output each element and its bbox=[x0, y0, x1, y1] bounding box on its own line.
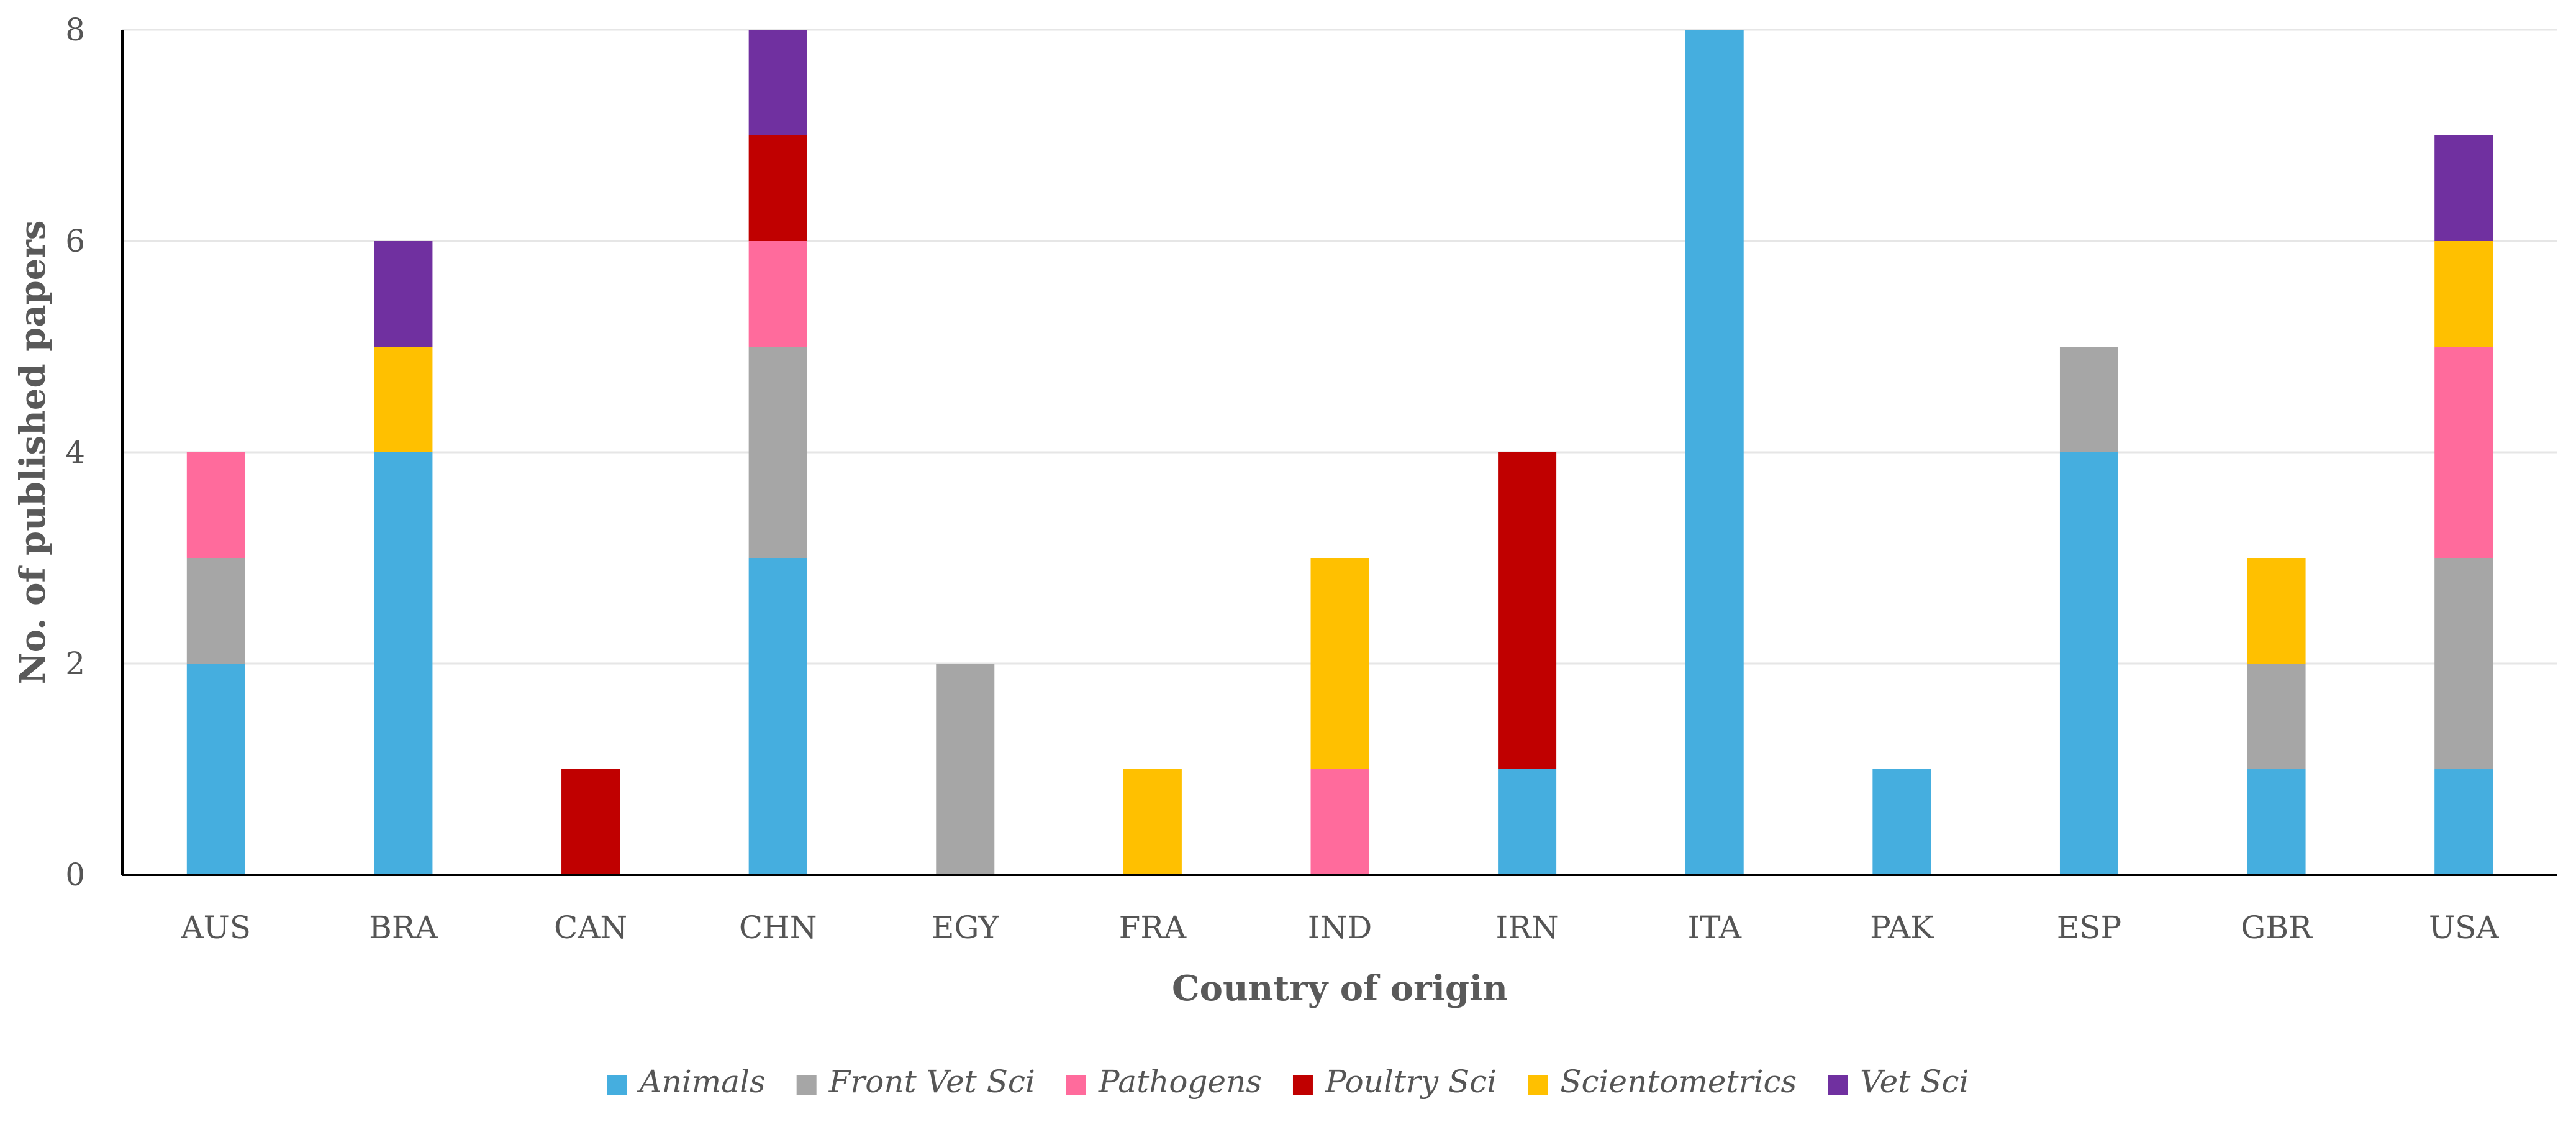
bar-gbr-animals bbox=[2247, 769, 2306, 875]
bar-stack-gbr bbox=[2247, 558, 2306, 875]
legend-item: Vet Sci bbox=[1828, 1064, 1969, 1100]
bar-chn-front-vet-sci bbox=[748, 347, 807, 558]
bar-stack-pak bbox=[1872, 769, 1931, 875]
bar-esp-front-vet-sci bbox=[2059, 347, 2118, 452]
bar-stack-bra bbox=[374, 241, 433, 875]
y-tick-label: 4 bbox=[65, 434, 85, 470]
bar-stack-chn bbox=[748, 30, 807, 875]
bar-stack-irn bbox=[1498, 452, 1557, 875]
legend-label: Front Vet Sci bbox=[828, 1064, 1035, 1100]
x-tick-label-bra: BRA bbox=[369, 910, 438, 946]
x-tick-label-gbr: GBR bbox=[2241, 910, 2313, 946]
bar-pak-animals bbox=[1872, 769, 1931, 875]
x-tick-label-egy: EGY bbox=[932, 910, 1000, 946]
bar-stack-fra bbox=[1123, 769, 1182, 875]
bar-chn-pathogens bbox=[748, 241, 807, 347]
bar-bra-scientometrics bbox=[374, 347, 433, 452]
y-tick-label: 8 bbox=[65, 12, 85, 48]
x-tick-label-ita: ITA bbox=[1687, 910, 1741, 946]
x-tick-label-usa: USA bbox=[2429, 910, 2499, 946]
x-tick-label-chn: CHN bbox=[739, 910, 817, 946]
bar-aus-front-vet-sci bbox=[186, 558, 245, 664]
bar-stack-usa bbox=[2434, 135, 2493, 875]
y-tick-label: 6 bbox=[65, 223, 85, 259]
bar-usa-animals bbox=[2434, 769, 2493, 875]
bar-chn-poultry-sci bbox=[748, 135, 807, 241]
bar-ita-animals bbox=[1685, 30, 1744, 875]
bar-stack-ita bbox=[1685, 30, 1744, 875]
legend-swatch bbox=[796, 1075, 817, 1095]
bar-bra-vet-sci bbox=[374, 241, 433, 347]
x-tick-label-esp: ESP bbox=[2057, 910, 2121, 946]
bar-usa-scientometrics bbox=[2434, 241, 2493, 347]
legend-swatch bbox=[1066, 1075, 1086, 1095]
bar-aus-animals bbox=[186, 664, 245, 875]
bar-ind-pathogens bbox=[1310, 769, 1369, 875]
x-axis-title: Country of origin bbox=[1172, 968, 1508, 1009]
bar-stack-can bbox=[561, 769, 620, 875]
bar-stack-egy bbox=[936, 664, 995, 875]
legend-swatch bbox=[1292, 1075, 1313, 1095]
bar-egy-front-vet-sci bbox=[936, 664, 995, 875]
x-tick-label-pak: PAK bbox=[1870, 910, 1934, 946]
y-axis-title: No. of published papers bbox=[12, 221, 53, 685]
bar-esp-animals bbox=[2059, 452, 2118, 875]
legend-item: Animals bbox=[607, 1064, 766, 1100]
bar-bra-animals bbox=[374, 452, 433, 875]
bar-usa-front-vet-sci bbox=[2434, 558, 2493, 769]
bar-stack-ind bbox=[1310, 558, 1369, 875]
bar-irn-animals bbox=[1498, 769, 1557, 875]
y-tick-labels: 0 2 4 6 8 bbox=[65, 12, 85, 893]
bar-usa-pathogens bbox=[2434, 347, 2493, 558]
bar-gbr-scientometrics bbox=[2247, 558, 2306, 664]
legend-item: Front Vet Sci bbox=[796, 1064, 1035, 1100]
legend-item: Pathogens bbox=[1066, 1064, 1262, 1100]
bar-stack-esp bbox=[2059, 347, 2118, 875]
legend-item: Poultry Sci bbox=[1292, 1064, 1497, 1100]
legend-swatch bbox=[1828, 1075, 1848, 1095]
x-tick-label-irn: IRN bbox=[1496, 910, 1559, 946]
bar-ind-scientometrics bbox=[1310, 558, 1369, 769]
x-tick-label-aus: AUS bbox=[181, 910, 252, 946]
bar-fra-scientometrics bbox=[1123, 769, 1182, 875]
bar-chn-vet-sci bbox=[748, 30, 807, 135]
x-tick-label-can: CAN bbox=[554, 910, 627, 946]
legend-label: Scientometrics bbox=[1560, 1064, 1797, 1100]
bar-usa-vet-sci bbox=[2434, 135, 2493, 241]
bar-aus-pathogens bbox=[186, 452, 245, 558]
legend-label: Animals bbox=[637, 1064, 765, 1100]
legend-swatch bbox=[1528, 1075, 1548, 1095]
x-tick-label-fra: FRA bbox=[1119, 910, 1187, 946]
bar-chn-animals bbox=[748, 558, 807, 875]
legend-label: Pathogens bbox=[1098, 1064, 1262, 1100]
y-tick-label: 0 bbox=[65, 857, 85, 893]
bar-gbr-front-vet-sci bbox=[2247, 664, 2306, 769]
bars bbox=[186, 30, 2493, 875]
bar-stack-aus bbox=[186, 452, 245, 875]
y-tick-label: 2 bbox=[65, 646, 85, 682]
legend-swatch bbox=[607, 1075, 627, 1095]
axes bbox=[121, 30, 2557, 876]
bar-can-poultry-sci bbox=[561, 769, 620, 875]
bar-irn-poultry-sci bbox=[1498, 452, 1557, 769]
legend-item: Scientometrics bbox=[1528, 1064, 1797, 1100]
x-tick-label-ind: IND bbox=[1308, 910, 1372, 946]
legend-label: Vet Sci bbox=[1860, 1064, 1969, 1100]
legend: Animals Front Vet Sci Pathogens Poultry Sci… bbox=[607, 1064, 1969, 1100]
x-tick-labels: AUS BRA CAN CHN EGY FRA IND IRN ITA PAK ESP GBR USA bbox=[181, 910, 2500, 946]
legend-label: Poultry Sci bbox=[1325, 1064, 1497, 1100]
